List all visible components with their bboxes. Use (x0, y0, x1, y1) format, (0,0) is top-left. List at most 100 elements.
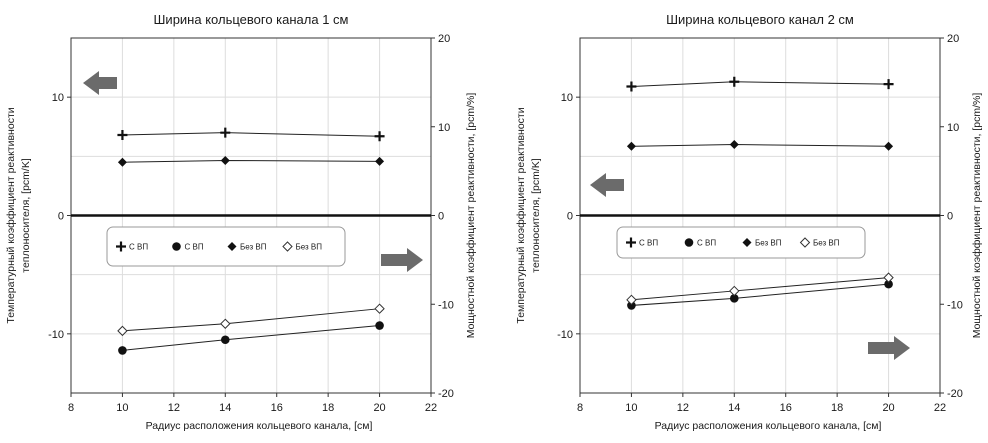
y-axis-label-line2: теплоносителя, [pcm/K] (20, 158, 32, 273)
legend-box (106, 226, 346, 267)
y-tick-label: 10 (561, 92, 573, 104)
legend-item: Без ВП (282, 241, 323, 252)
legend-marker (742, 238, 752, 247)
legend: С ВП С ВП Без ВП Без ВП (616, 226, 866, 259)
series-4 (117, 303, 385, 337)
legend-label: С ВП (185, 243, 204, 252)
series-1 (117, 127, 385, 142)
data-point (375, 321, 384, 330)
data-point (375, 156, 385, 166)
series-line (122, 159, 380, 163)
data-point (884, 279, 893, 289)
data-point (117, 157, 127, 167)
x-tick-label: 14 (728, 402, 740, 414)
data-point (627, 301, 636, 310)
chart-title: Ширина кольцевого канал 2 см (666, 12, 854, 27)
legend-label: Без ВП (813, 239, 840, 248)
chart-title: Ширина кольцевого канала 1 см (154, 12, 349, 27)
data-point (220, 127, 231, 138)
y2-tick-label: 0 (947, 211, 953, 223)
series-line (631, 283, 889, 306)
legend-marker (227, 242, 237, 251)
y2-tick-label: 10 (438, 122, 450, 134)
x-tick-label: 12 (677, 402, 689, 414)
data-point (118, 346, 127, 355)
y-axis-label-line2: теплоносителя, [pcm/K] (530, 158, 542, 273)
arrow-left-icon (83, 71, 117, 95)
x-tick-label: 22 (425, 402, 437, 414)
legend-item: С ВП (626, 237, 658, 248)
y2-tick-label: -20 (438, 388, 454, 400)
legend-label: С ВП (639, 239, 658, 248)
series-2 (118, 321, 384, 355)
legend-label: С ВП (129, 243, 148, 252)
x-tick-label: 10 (625, 402, 637, 414)
legend-item: С ВП (116, 241, 148, 252)
data-point (626, 141, 636, 151)
y-tick-label: -10 (48, 329, 64, 341)
y-tick-label: 0 (567, 211, 573, 223)
y2-tick-label: -20 (947, 388, 963, 400)
chart-1: Ширина кольцевого канала 1 см 8 10 12 14 16 18… (5, 12, 477, 432)
legend-marker (282, 241, 293, 252)
legend-item: С ВП (684, 238, 716, 248)
arrow-left-icon (590, 173, 624, 197)
x-tick-label: 14 (219, 402, 231, 414)
y-tick-label: 10 (52, 92, 64, 104)
legend-marker (684, 238, 694, 247)
legend-label: Без ВП (296, 243, 323, 252)
y-tick-label: -10 (557, 329, 573, 341)
series-line (122, 132, 380, 137)
arrow-right-icon (381, 248, 423, 272)
series-3 (117, 155, 385, 167)
data-point (729, 76, 740, 87)
series-line (631, 81, 889, 88)
x-tick-label: 18 (322, 402, 334, 414)
legend-label: Без ВП (755, 239, 782, 248)
y-tick-label: 0 (58, 211, 64, 223)
data-point (729, 285, 740, 297)
data-point (117, 130, 128, 141)
series-line (122, 325, 380, 351)
x-tick-label: 20 (373, 402, 385, 414)
data-point (374, 131, 385, 142)
legend: С ВП С ВП Без ВП Без ВП (106, 226, 346, 267)
legend-label: Без ВП (240, 243, 267, 252)
legend-marker (799, 237, 811, 248)
x-tick-label: 16 (271, 402, 283, 414)
y-axis-label-line1: Температурный коэффициент реактивности (515, 107, 527, 323)
y-axis-label-line1: Температурный коэффициент реактивности (5, 107, 17, 323)
series-3 (626, 140, 894, 151)
legend-item: Без ВП (799, 237, 840, 248)
series-2 (627, 279, 893, 310)
x-tick-label: 10 (116, 402, 128, 414)
y2-axis-label: Мощностной коэффициент реактивности, [pc… (971, 93, 983, 339)
data-point (883, 79, 894, 90)
x-tick-label: 8 (577, 402, 583, 414)
data-point (220, 335, 230, 345)
data-point (220, 155, 230, 165)
data-point (117, 325, 128, 337)
series-line (631, 277, 889, 301)
legend-item: С ВП (172, 242, 204, 252)
y2-tick-label: 0 (438, 211, 444, 223)
y2-tick-label: 20 (947, 33, 959, 45)
x-tick-label: 20 (882, 402, 894, 414)
legend-label: С ВП (697, 239, 716, 248)
x-tick-label: 12 (168, 402, 180, 414)
series-1 (626, 76, 894, 92)
legend-box (616, 226, 866, 259)
data-point (884, 141, 894, 151)
series-4 (626, 272, 894, 306)
data-point (729, 294, 739, 303)
chart-2: Ширина кольцевого канал 2 см 8 10 12 14 16 18 2… (515, 12, 983, 432)
legend-item: Без ВП (227, 242, 267, 252)
data-point (626, 81, 637, 92)
y2-tick-label: -10 (438, 299, 454, 311)
data-point (374, 303, 385, 314)
legend-marker (172, 242, 181, 251)
x-tick-label: 22 (934, 402, 946, 414)
x-tick-label: 16 (780, 402, 792, 414)
